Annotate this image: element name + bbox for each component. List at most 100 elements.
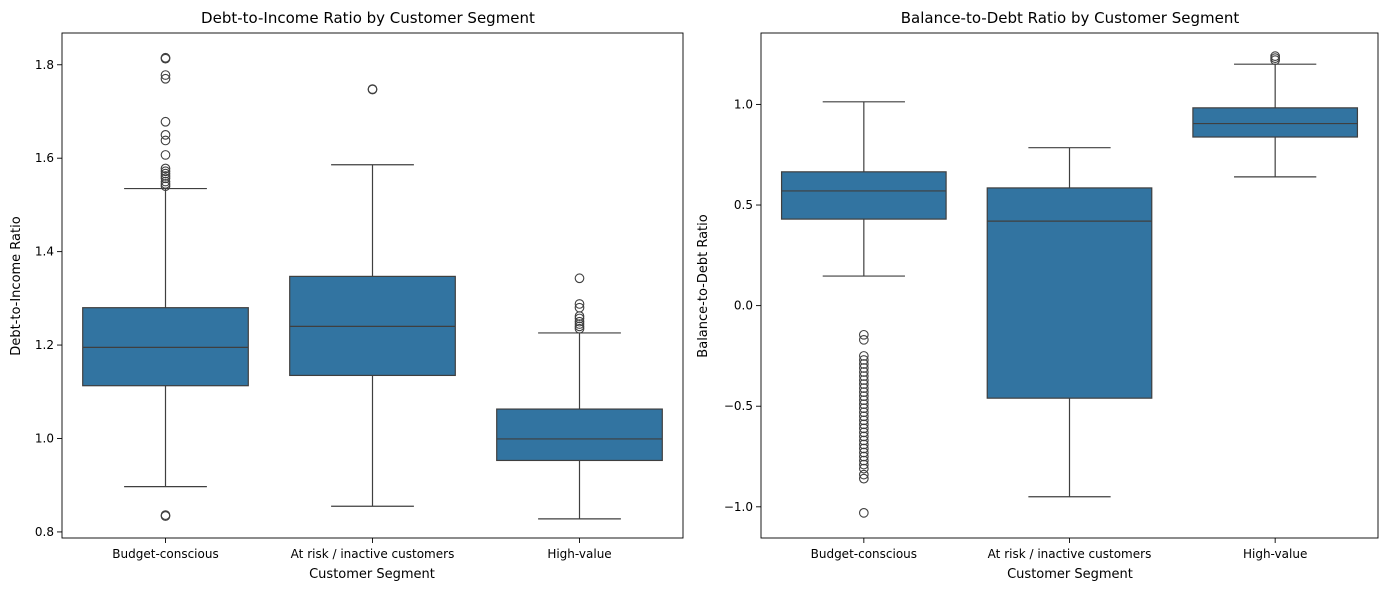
y-axis-label: Balance-to-Debt Ratio [696, 214, 711, 357]
outlier-point [858, 459, 869, 470]
outlier-point [160, 166, 171, 177]
outlier-point [858, 419, 869, 430]
outlier-point [858, 334, 869, 345]
outlier-point [858, 395, 869, 406]
outlier-point [858, 427, 869, 438]
outlier-point [160, 181, 171, 192]
outlier-point [1270, 55, 1281, 66]
outlier-point [858, 379, 869, 389]
outlier-point [858, 355, 869, 365]
outlier-point [858, 411, 869, 422]
outlier-point [858, 371, 869, 381]
outlier-point [574, 311, 585, 321]
outlier-point [858, 415, 869, 426]
x-axis-label: Customer Segment [1007, 567, 1133, 582]
outlier-point [858, 407, 869, 418]
outlier-point [858, 383, 869, 393]
outlier-point [858, 431, 869, 442]
y-tick-label: 1.4 [35, 245, 54, 259]
outlier-point [160, 176, 171, 187]
y-tick-label: 0.8 [35, 525, 54, 539]
outlier-point [160, 135, 171, 146]
outlier-point [160, 171, 171, 181]
outlier-point [574, 323, 585, 334]
outlier-point [574, 316, 585, 327]
y-tick-label: −1.0 [724, 500, 753, 514]
box-marks [780, 51, 1359, 518]
outlier-point [858, 399, 869, 410]
box-iqr [780, 171, 947, 220]
box-marks [82, 52, 663, 521]
y-ticks: 0.8 1.0 1.2 1.4 1.6 1.8 [35, 58, 62, 539]
outlier-point [160, 173, 171, 184]
outlier-point [574, 313, 585, 324]
outlier-point [858, 403, 869, 414]
outlier-point [160, 150, 171, 160]
outlier-point [858, 451, 869, 462]
outlier-point [858, 508, 869, 518]
y-tick-label: −0.5 [724, 399, 753, 413]
outlier-point [858, 473, 869, 484]
x-axis-label: Customer Segment [309, 567, 435, 582]
outlier-point [858, 329, 869, 340]
outlier-point [160, 70, 171, 80]
outlier-point [367, 84, 378, 95]
outlier-point [858, 375, 869, 385]
outlier-point [858, 435, 869, 446]
chart-title: Debt-to-Income Ratio by Customer Segment [201, 9, 535, 27]
x-tick-label: Budget-conscious [112, 547, 218, 561]
outlier-point [858, 463, 869, 474]
x-tick-label: At risk / inactive customers [988, 547, 1152, 561]
outlier-point [858, 469, 869, 480]
y-tick-label: 1.2 [35, 338, 54, 352]
y-axis-label: Debt-to-Income Ratio [9, 216, 24, 355]
outlier-point [858, 391, 869, 402]
x-tick-label: At risk / inactive customers [291, 547, 455, 561]
outlier-point [858, 423, 869, 434]
plot-frame [760, 32, 1379, 539]
chart-title: Balance-to-Debt Ratio by Customer Segmen… [901, 9, 1240, 27]
outlier-point [858, 359, 869, 369]
outlier-point [160, 53, 171, 64]
outlier-point [1270, 53, 1281, 63]
outlier-point [574, 273, 585, 284]
x-ticks: Budget-conscious At risk / inactive custo… [112, 538, 612, 561]
box-iqr [986, 187, 1153, 399]
box-iqr [1192, 107, 1359, 138]
box-iqr [82, 307, 249, 387]
outlier-point [858, 455, 869, 466]
outlier-point [574, 319, 585, 329]
y-tick-label: 1.0 [35, 431, 54, 445]
outlier-point [574, 299, 585, 309]
y-tick-label: 0.5 [734, 198, 753, 212]
outlier-point [858, 447, 869, 458]
outlier-point [858, 367, 869, 377]
outlier-point [160, 168, 171, 179]
outlier-point [160, 511, 171, 521]
chart-balance-to-debt: Balance-to-Debt Ratio by Customer Segmen… [696, 9, 1379, 582]
outlier-point [160, 179, 171, 189]
x-tick-label: High-value [547, 547, 611, 561]
y-tick-label: 1.0 [734, 97, 753, 111]
outlier-point [858, 363, 869, 373]
outlier-point [160, 73, 171, 84]
x-tick-label: High-value [1243, 547, 1307, 561]
y-tick-label: 1.6 [35, 151, 54, 165]
y-ticks: −1.0 −0.5 0.0 0.5 1.0 [724, 97, 761, 514]
y-tick-label: 0.0 [734, 299, 753, 313]
outlier-point [858, 351, 869, 361]
x-ticks: Budget-conscious At risk / inactive custo… [811, 538, 1307, 561]
x-tick-label: Budget-conscious [811, 547, 917, 561]
outlier-point [574, 321, 585, 332]
box-iqr [496, 408, 663, 462]
y-tick-label: 1.8 [35, 58, 54, 72]
chart-debt-to-income: Debt-to-Income Ratio by Customer Segment… [9, 9, 684, 582]
outlier-point [858, 387, 869, 397]
outlier-point [858, 439, 869, 450]
outlier-point [160, 163, 171, 174]
outlier-point [160, 129, 171, 140]
outlier-point [160, 116, 171, 127]
plot-frame [61, 32, 684, 539]
outlier-point [858, 443, 869, 454]
